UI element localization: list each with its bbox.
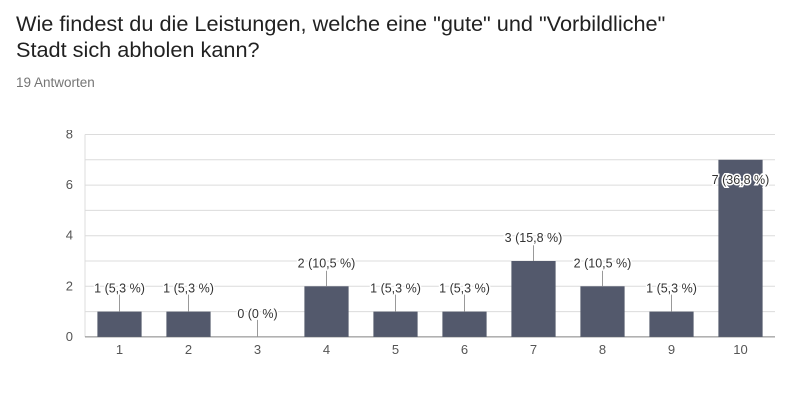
svg-text:6: 6 [66, 177, 73, 192]
svg-text:2 (10,5 %): 2 (10,5 %) [574, 256, 632, 270]
svg-text:1 (5,3 %): 1 (5,3 %) [370, 282, 421, 296]
svg-text:2: 2 [185, 342, 192, 357]
svg-text:8: 8 [66, 130, 73, 142]
svg-text:8: 8 [599, 342, 606, 357]
svg-text:4: 4 [66, 228, 73, 243]
svg-text:1 (5,3 %): 1 (5,3 %) [94, 282, 145, 296]
svg-text:4: 4 [323, 342, 330, 357]
svg-text:1 (5,3 %): 1 (5,3 %) [439, 282, 490, 296]
svg-text:7: 7 [530, 342, 537, 357]
svg-text:6: 6 [461, 342, 468, 357]
svg-text:7 (36,8 %): 7 (36,8 %) [712, 173, 770, 187]
svg-text:1: 1 [116, 342, 123, 357]
svg-text:1 (5,3 %): 1 (5,3 %) [646, 282, 697, 296]
svg-text:0 (0 %): 0 (0 %) [237, 307, 277, 321]
svg-text:3: 3 [254, 342, 261, 357]
svg-text:2: 2 [66, 278, 73, 293]
svg-text:2 (10,5 %): 2 (10,5 %) [298, 256, 356, 270]
svg-text:10: 10 [733, 342, 747, 357]
svg-text:1 (5,3 %): 1 (5,3 %) [163, 282, 214, 296]
svg-text:0: 0 [66, 329, 73, 344]
svg-text:9: 9 [668, 342, 675, 357]
svg-text:5: 5 [392, 342, 399, 357]
svg-text:3 (15,8 %): 3 (15,8 %) [505, 231, 563, 245]
